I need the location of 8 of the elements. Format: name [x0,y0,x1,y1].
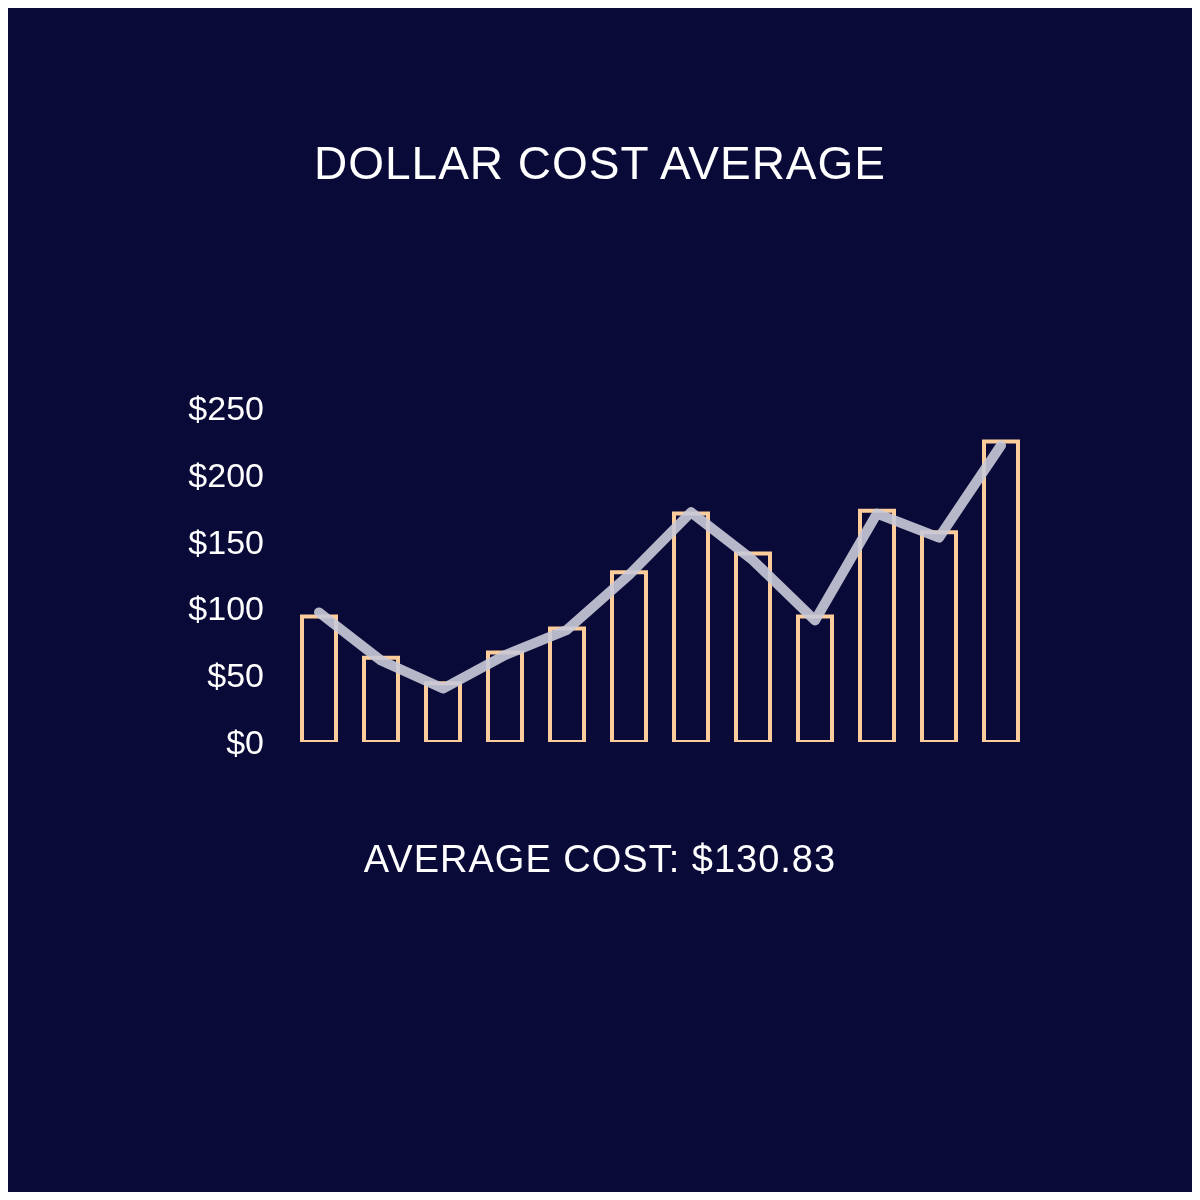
y-tick-label: $0 [226,723,264,762]
y-tick-label: $150 [188,522,264,561]
y-tick-label: $250 [188,389,264,428]
chart-title: DOLLAR COST AVERAGE [312,136,887,190]
y-tick-label: $50 [207,656,264,695]
text: AVERAGE COST: $130.83 [362,838,838,881]
y-tick-label: $100 [188,589,264,628]
y-tick-label: $200 [188,455,264,494]
